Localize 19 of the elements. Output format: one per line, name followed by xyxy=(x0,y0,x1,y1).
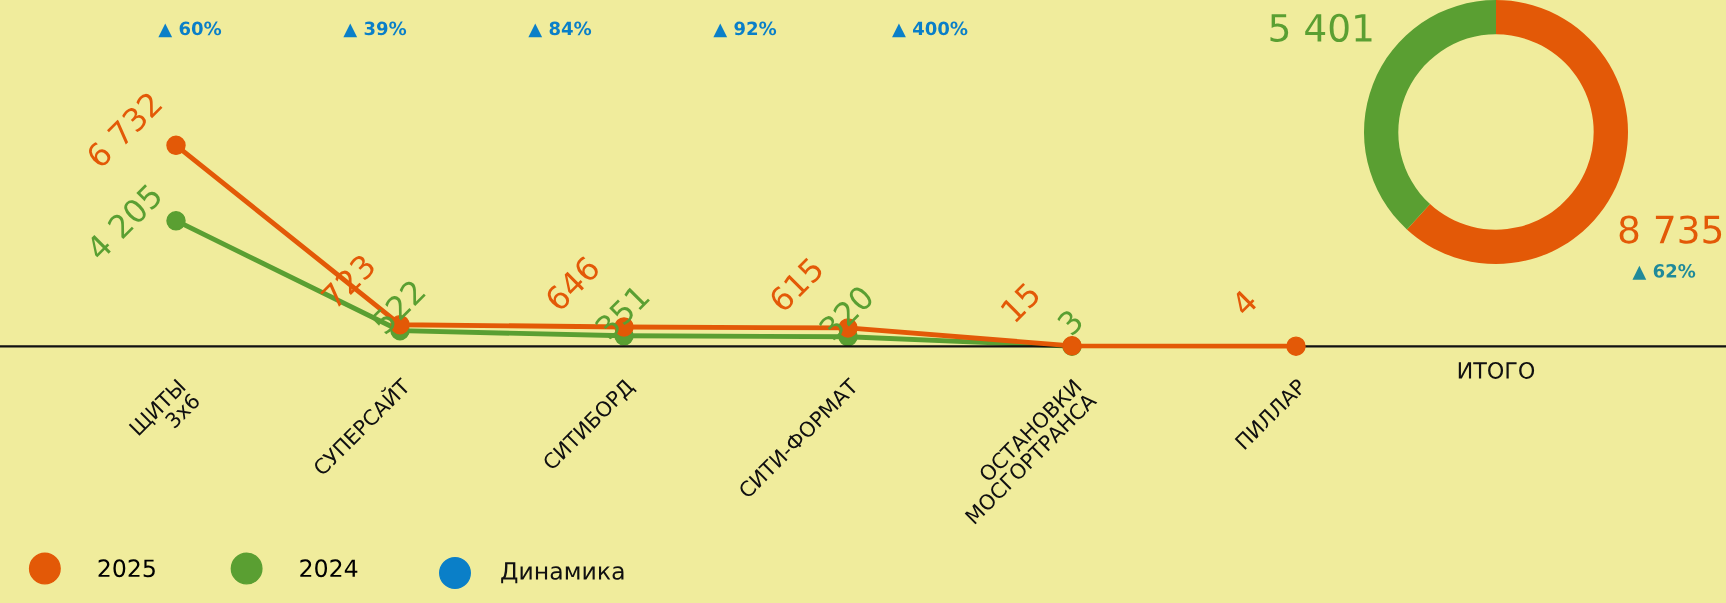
data-label: 15 xyxy=(1000,281,1042,323)
annotation: ▲ 92% xyxy=(713,21,777,38)
data-label: 3 xyxy=(1056,308,1085,337)
data-label: 5 401 xyxy=(1270,13,1372,43)
text: ИТОГО xyxy=(1458,362,1535,379)
point xyxy=(1286,336,1306,356)
annotation: ▲ 400% xyxy=(892,21,968,38)
point xyxy=(166,135,186,156)
annotation: ▲ 39% xyxy=(343,21,407,38)
annotation: ▲ 60% xyxy=(158,21,222,38)
annotation: Динамика xyxy=(501,562,624,584)
data-label: 6 732 xyxy=(84,91,163,169)
legend-label: 2025 xyxy=(98,559,155,578)
point xyxy=(166,211,186,231)
data-label: 4 xyxy=(1229,288,1259,317)
annotation: ▲ 84% xyxy=(528,21,592,38)
text: ▲ 62% xyxy=(1632,264,1696,280)
data-label: 8 735 xyxy=(1619,215,1722,244)
legend-label: 2024 xyxy=(300,559,358,578)
